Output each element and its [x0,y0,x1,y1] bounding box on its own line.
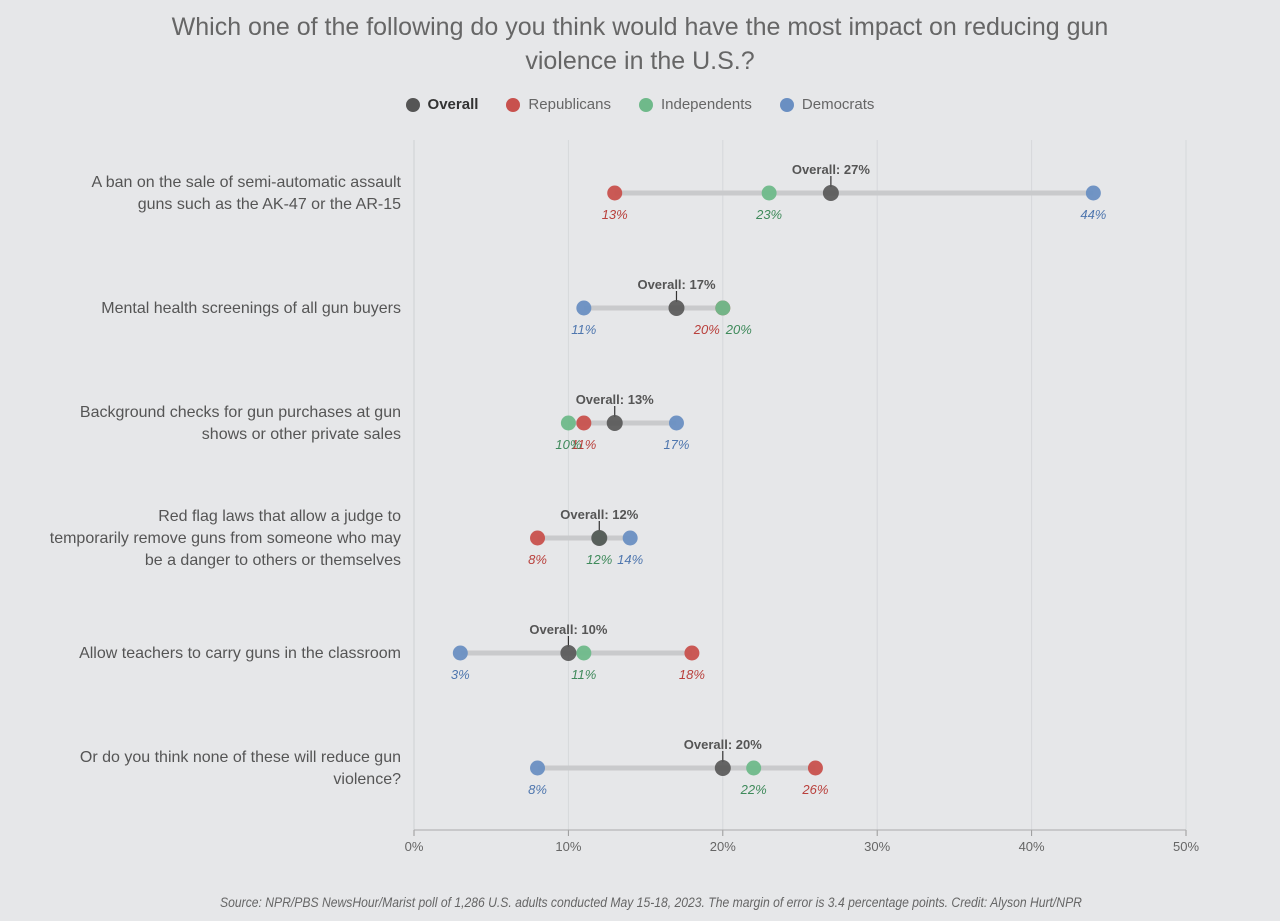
legend-item-republicans: Republicans [506,96,611,113]
category-label: Background checks for gun purchases at g… [80,404,401,443]
x-tick-label: 0% [405,839,424,854]
dot-democrats [576,300,592,316]
dot-overall [822,185,839,201]
dot-overall [560,645,577,661]
category-label: Mental health screenings of all gun buye… [101,300,401,317]
legend-dot-independents [638,97,653,112]
dot-republicans [607,185,623,201]
overall-label: Overall: 13% [576,392,654,407]
x-tick-label: 10% [555,839,581,854]
category-label: Red flag laws that allow a judge to tempo… [50,508,401,569]
value-label-independents: 22% [740,782,767,797]
legend-item-independents: Independents [638,96,752,113]
category-label-line: Mental health screenings of all gun buye… [101,300,401,317]
category-label-line: shows or other private sales [202,426,401,443]
dot-independents [761,185,777,201]
overall-label: Overall: 17% [637,277,715,292]
category-label-line: Background checks for gun purchases at g… [80,404,401,421]
legend-dot-democrats [779,97,794,112]
chart-title: Which one of the following do you think … [171,13,1109,75]
dot-republicans [576,415,592,431]
value-label-democrats: 17% [663,437,689,452]
legend-label-independents: Independents [660,96,752,113]
x-tick-label: 40% [1019,839,1045,854]
category-label-line: be a danger to others or themselves [145,552,401,569]
value-label-republicans: 13% [602,207,628,222]
value-label-democrats: 44% [1080,207,1106,222]
legend-item-overall: Overall [405,96,479,113]
value-label-independents: 10% [555,437,581,452]
dot-independents [746,760,762,776]
dot-overall [668,300,685,316]
legend-dot-overall [405,97,420,112]
category-label-line: Red flag laws that allow a judge to [158,508,401,525]
overall-label: Overall: 12% [560,507,638,522]
value-label-democrats: 11% [571,322,596,337]
value-label-republicans: 8% [528,552,547,567]
legend-item-democrats: Democrats [779,96,875,113]
dot-overall [714,760,731,776]
overall-label: Overall: 10% [529,622,607,637]
legend-dot-republicans [506,97,521,112]
value-label-republicans: 26% [801,782,828,797]
value-label-independents: 12% [586,552,612,567]
dot-republicans [684,645,700,661]
category-label-line: Allow teachers to carry guns in the clas… [79,645,401,662]
category-label-line: violence? [333,771,401,788]
x-tick-label: 30% [864,839,890,854]
dot-republicans [530,530,546,546]
value-label-independents: 20% [725,322,752,337]
value-label-democrats: 8% [528,782,547,797]
value-label-republicans: 18% [679,667,705,682]
overall-label: Overall: 20% [684,737,762,752]
category-label: A ban on the sale of semi-automatic assa… [91,174,401,213]
category-label-line: temporarily remove guns from someone who… [50,530,401,547]
overall-label: Overall: 27% [792,162,870,177]
dot-democrats [622,530,638,546]
dot-overall [591,530,608,546]
category-label-line: guns such as the AK-47 or the AR-15 [138,196,401,213]
source-note: Source: NPR/PBS NewsHour/Marist poll of … [220,895,1082,910]
category-label: Allow teachers to carry guns in the clas… [79,645,401,662]
value-label-democrats: 3% [451,667,470,682]
legend: Overall Republicans Independents Democra… [0,96,1280,113]
value-label-republicans: 20% [693,322,720,337]
x-tick-label: 50% [1173,839,1199,854]
legend-label-republicans: Republicans [528,96,611,113]
dot-democrats [1085,185,1101,201]
x-tick-label: 20% [710,839,736,854]
value-label-republicans: 11% [571,437,596,452]
dot-independents [560,415,576,431]
dot-overall [606,415,623,431]
dot-republicans [807,760,823,776]
dot-independents [715,300,731,316]
category-label: Or do you think none of these will reduc… [80,749,401,788]
value-label-independents: 11% [571,667,596,682]
legend-label-democrats: Democrats [801,96,875,113]
category-label-line: Or do you think none of these will reduc… [80,749,401,766]
dot-independents [576,645,592,661]
category-label-line: A ban on the sale of semi-automatic assa… [91,174,401,191]
dot-democrats [452,645,468,661]
dot-democrats [668,415,684,431]
legend-label-overall: Overall [427,96,479,113]
dot-democrats [530,760,546,776]
value-label-independents: 23% [755,207,782,222]
value-label-democrats: 14% [617,552,643,567]
